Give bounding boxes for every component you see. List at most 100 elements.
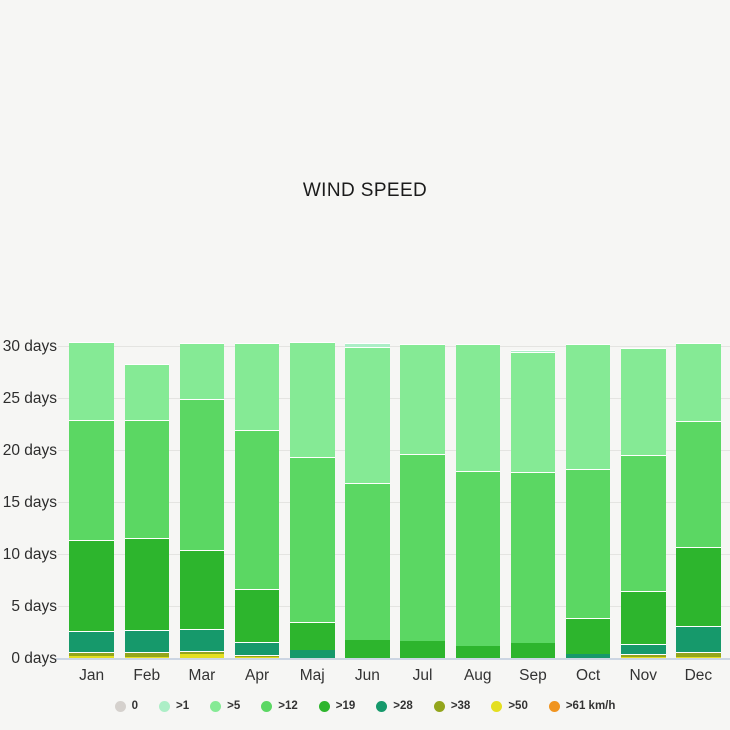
segment-mar-gt38[interactable] (179, 650, 225, 655)
y-tick-label-25: 25 days (2, 390, 57, 408)
gridline-5 (58, 606, 730, 608)
segment-aug-gt5[interactable] (455, 344, 500, 471)
segment-maj-gt5[interactable] (290, 342, 335, 458)
segment-jan-gt19[interactable] (69, 539, 114, 631)
bar-sep[interactable] (510, 349, 556, 659)
segment-feb-gt12[interactable] (124, 419, 169, 539)
bar-nov[interactable] (621, 348, 666, 659)
segment-mar-gt19[interactable] (179, 549, 225, 629)
segment-dec-gt19[interactable] (676, 546, 721, 626)
segment-dec-gt12[interactable] (676, 421, 721, 547)
bar-jun[interactable] (345, 342, 390, 659)
segment-apr-gt50[interactable] (234, 656, 280, 659)
x-tick-label-mar: Mar (188, 667, 216, 684)
segment-apr-gt5[interactable] (234, 343, 280, 431)
legend-dot-icon (318, 700, 330, 712)
segment-apr-gt38[interactable] (234, 654, 280, 657)
segment-nov-gt28[interactable] (621, 644, 666, 655)
legend-item-gt38: >38 (433, 700, 470, 712)
segment-nov-gt5[interactable] (621, 348, 666, 456)
segment-sep-gt19[interactable] (510, 643, 556, 659)
segment-mar-gt5[interactable] (179, 343, 225, 400)
x-tick-label-aug: Aug (463, 667, 492, 684)
legend-label: >5 (227, 700, 241, 712)
segment-oct-gt19[interactable] (565, 618, 611, 654)
segment-jan-gt5[interactable] (69, 342, 114, 420)
segment-apr-gt19[interactable] (234, 589, 280, 643)
segment-apr-gt12[interactable] (234, 430, 280, 590)
segment-jun-gt19[interactable] (345, 640, 390, 659)
segment-oct-gt28[interactable] (565, 653, 611, 659)
x-tick-label-sep: Sep (519, 667, 547, 684)
segment-oct-gt12[interactable] (565, 468, 611, 619)
segment-oct-gt5[interactable] (565, 344, 611, 469)
segment-feb-gt38[interactable] (124, 652, 169, 657)
segment-jan-gt28[interactable] (69, 630, 114, 652)
segment-jul-gt19[interactable] (400, 641, 445, 659)
segment-maj-gt28[interactable] (290, 649, 335, 659)
segment-jan-gt12[interactable] (69, 419, 114, 540)
bar-feb[interactable] (124, 363, 169, 659)
segment-feb-gt19[interactable] (124, 538, 169, 630)
legend-dot-icon (548, 700, 560, 712)
segment-jun-gt12[interactable] (345, 483, 390, 641)
segment-aug-gt12[interactable] (455, 470, 500, 646)
legend-item-gt61-km/h: >61 km/h (548, 700, 616, 712)
gridline-15 (58, 502, 730, 504)
segment-aug-gt19[interactable] (455, 645, 500, 659)
bar-aug[interactable] (455, 344, 500, 659)
y-tick-label-30: 30 days (2, 338, 57, 356)
bar-jul[interactable] (400, 344, 445, 659)
plot-area (58, 342, 730, 659)
segment-mar-gt28[interactable] (179, 628, 225, 651)
y-tick-label-5: 5 days (11, 598, 57, 616)
segment-jun-gt5[interactable] (345, 347, 390, 484)
segment-dec-gt50[interactable] (676, 656, 721, 659)
segment-feb-gt50[interactable] (124, 656, 169, 659)
bar-apr[interactable] (234, 343, 280, 659)
segment-sep-gt12[interactable] (510, 471, 556, 644)
segment-dec-gt38[interactable] (676, 651, 721, 657)
segment-jun-gt1[interactable] (345, 342, 390, 348)
segment-maj-gt12[interactable] (290, 457, 335, 622)
legend-label: >28 (393, 700, 413, 712)
segment-nov-gt12[interactable] (621, 455, 666, 592)
segment-apr-gt28[interactable] (234, 642, 280, 655)
legend-dot-icon (210, 700, 222, 712)
segment-sep-gt5[interactable] (510, 352, 556, 472)
segment-jul-gt5[interactable] (400, 344, 445, 455)
segment-jul-gt12[interactable] (400, 454, 445, 642)
legend-label: >19 (335, 700, 356, 712)
segment-nov-gt50[interactable] (621, 656, 666, 659)
segment-maj-gt19[interactable] (290, 621, 335, 650)
y-tick-label-20: 20 days (2, 442, 57, 460)
bar-dec[interactable] (676, 343, 721, 659)
legend-label: >61 km/h (565, 700, 616, 712)
legend-dot-icon (376, 700, 388, 712)
bar-oct[interactable] (565, 344, 611, 659)
segment-jan-gt38[interactable] (69, 651, 114, 656)
bar-maj[interactable] (290, 342, 335, 659)
segment-nov-gt19[interactable] (621, 591, 666, 645)
x-tick-label-feb: Feb (133, 667, 161, 684)
x-tick-label-maj: Maj (299, 667, 325, 684)
y-tick-label-15: 15 days (2, 494, 57, 512)
segment-nov-gt38[interactable] (621, 654, 666, 657)
bar-mar[interactable] (179, 343, 225, 659)
segment-dec-gt28[interactable] (676, 625, 721, 652)
legend-dot-icon (159, 700, 171, 712)
x-tick-label-apr: Apr (245, 667, 270, 684)
segment-mar-gt12[interactable] (179, 399, 225, 550)
legend-dot-icon (491, 700, 503, 712)
segment-jan-gt50[interactable] (69, 655, 114, 659)
x-tick-label-nov: Nov (629, 667, 658, 684)
segment-feb-gt28[interactable] (124, 629, 169, 653)
bar-jan[interactable] (69, 342, 114, 659)
segment-mar-gt50[interactable] (179, 654, 225, 659)
segment-feb-gt5[interactable] (124, 363, 169, 420)
x-tick-label-dec: Dec (684, 667, 713, 684)
legend-item-gt12: >12 (261, 700, 298, 712)
segment-sep-gt1[interactable] (510, 349, 556, 353)
legend-item-gt50: >50 (491, 700, 528, 712)
segment-dec-gt5[interactable] (676, 343, 721, 422)
